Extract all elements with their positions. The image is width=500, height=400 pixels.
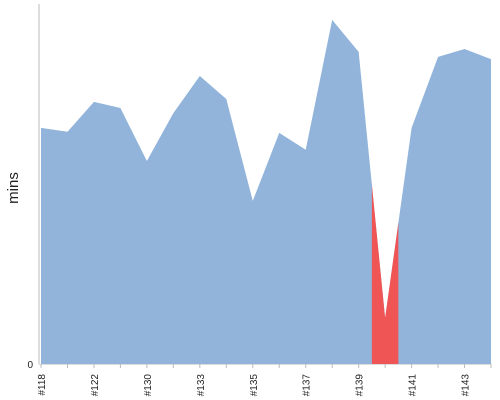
x-tick-label: #143 (461, 374, 472, 397)
x-tick-label: #141 (408, 374, 419, 397)
x-tick-label: #118 (37, 374, 48, 396)
x-tick-label: #122 (90, 374, 101, 397)
x-tick-label: #130 (143, 374, 154, 397)
x-tick-label: #135 (249, 374, 260, 397)
x-tick-label: #137 (302, 374, 313, 397)
highlighted-area-segment (371, 184, 399, 364)
x-axis-ticks: #118 #122 #130 #133 #135 #137 #139 #141 #143 (37, 364, 492, 397)
y-axis-label: mins (5, 172, 22, 204)
x-tick-label: #133 (196, 374, 207, 397)
y-axis-ticks: 0 (27, 360, 33, 371)
x-tick-label: #139 (355, 374, 366, 397)
area-series-group (41, 19, 491, 365)
y-tick-label: 0 (27, 360, 33, 371)
area-series (41, 19, 491, 365)
